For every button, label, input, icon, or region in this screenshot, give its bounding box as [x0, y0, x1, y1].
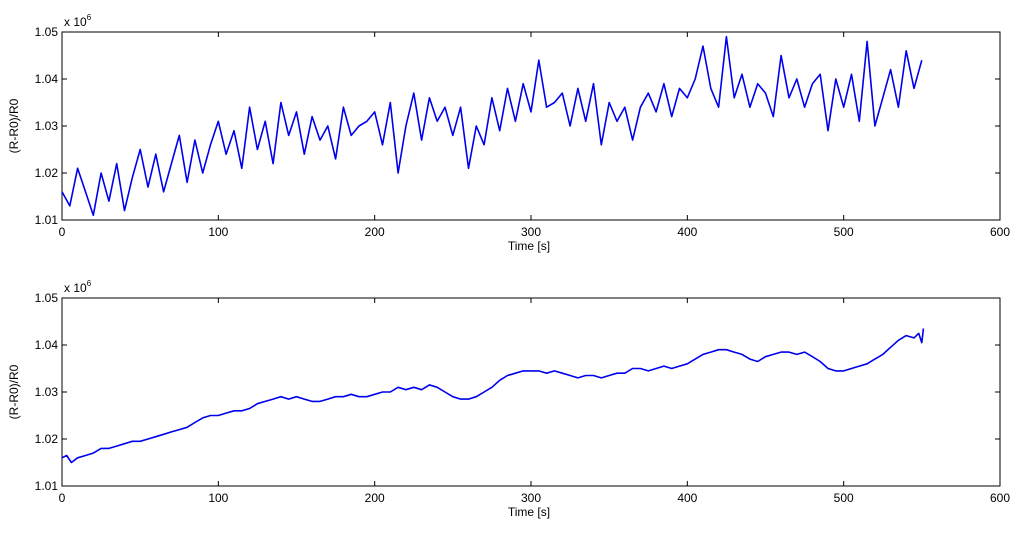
x-tick-label: 400 — [677, 225, 697, 239]
x-tick-label: 0 — [59, 491, 66, 505]
x-tick-label: 0 — [59, 225, 66, 239]
x-tick-label: 400 — [677, 491, 697, 505]
y-exponent-label: x 106 — [64, 279, 92, 295]
y-tick-label: 1.04 — [35, 338, 59, 352]
x-tick-label: 200 — [365, 225, 385, 239]
x-tick-label: 100 — [208, 225, 228, 239]
y-exponent-power: 6 — [87, 279, 92, 288]
y-tick-label: 1.01 — [35, 213, 59, 227]
y-axis-label: (R-R0)/R0 — [7, 98, 21, 153]
x-tick-label: 600 — [990, 225, 1010, 239]
x-tick-label: 300 — [521, 225, 541, 239]
y-exponent-label: x 106 — [64, 13, 92, 29]
y-tick-label: 1.03 — [35, 385, 59, 399]
y-tick-label: 1.03 — [35, 119, 59, 133]
chart-bottom: 0 100 200 300 400 500 600 1.01 1.02 1.03 1.04 1.05 x… — [7, 279, 1010, 519]
x-tick-label: 500 — [834, 225, 854, 239]
x-tick-label: 100 — [208, 491, 228, 505]
y-exponent-base: x 10 — [64, 15, 87, 29]
y-exponent-power: 6 — [87, 13, 92, 22]
y-tick-label: 1.02 — [35, 432, 59, 446]
chart-top: 0 100 200 300 400 500 600 1.01 1.02 1.03 1.04 1.05 x… — [7, 13, 1010, 253]
x-tick-label: 200 — [365, 491, 385, 505]
y-tick-label: 1.04 — [35, 72, 59, 86]
x-tick-label: 500 — [834, 491, 854, 505]
series-line — [61, 35, 923, 217]
x-axis-label: Time [s] — [508, 239, 550, 253]
y-tick-label: 1.05 — [35, 25, 59, 39]
x-tick-label: 600 — [990, 491, 1010, 505]
series-line — [61, 328, 925, 464]
x-axis-label: Time [s] — [508, 505, 550, 519]
y-exponent-base: x 10 — [64, 281, 87, 295]
y-axis-label: (R-R0)/R0 — [7, 364, 21, 419]
y-tick-label: 1.01 — [35, 479, 59, 493]
axes-box — [61, 31, 1001, 221]
y-tick-label: 1.02 — [35, 166, 59, 180]
axes-box — [61, 297, 1001, 487]
y-tick-label: 1.05 — [35, 291, 59, 305]
x-tick-label: 300 — [521, 491, 541, 505]
